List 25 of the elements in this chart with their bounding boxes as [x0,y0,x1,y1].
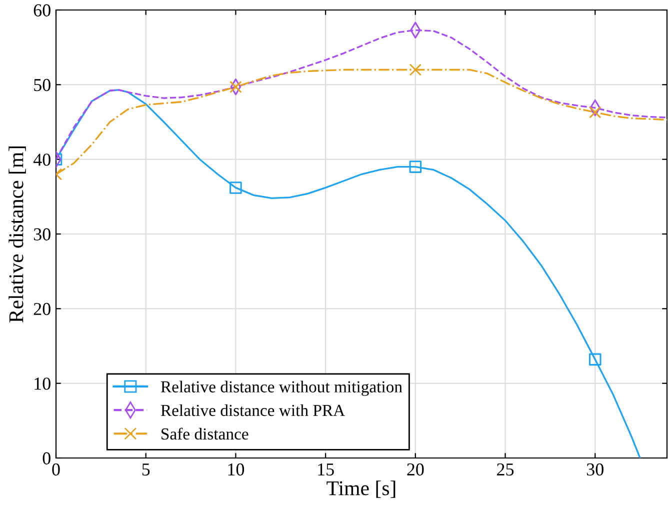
point [409,64,422,76]
x-tick-label: 0 [52,463,60,476]
legend-label: Relative distance without mitigation [160,380,402,396]
y-tick-label: 30 [34,228,50,240]
y-axis-title: Relative distance [m] [8,146,26,322]
y-tick-label: 40 [33,154,50,166]
y-tick-label: 10 [34,378,50,390]
x-tick-label: 5 [142,464,150,476]
x-axis-title: Time [s] [326,480,396,498]
point [409,160,422,173]
legend-label: Relative distance with PRA [160,404,346,416]
legend-label: Safe distance [162,428,248,440]
y-tick-label: 50 [34,78,50,92]
y-tick-label: 0 [42,452,50,464]
x-tick-label: 15 [318,463,334,476]
line-series [56,89,641,458]
point [588,106,602,118]
x-tick-label: 25 [497,463,514,476]
y-tick-label: 60 [34,4,50,16]
point [588,353,602,366]
x-tick-label: 20 [407,463,424,476]
x-tick-label: 30 [586,463,604,476]
point [230,182,242,194]
y-tick-label: 20 [34,302,50,316]
x-tick-label: 10 [228,463,244,476]
